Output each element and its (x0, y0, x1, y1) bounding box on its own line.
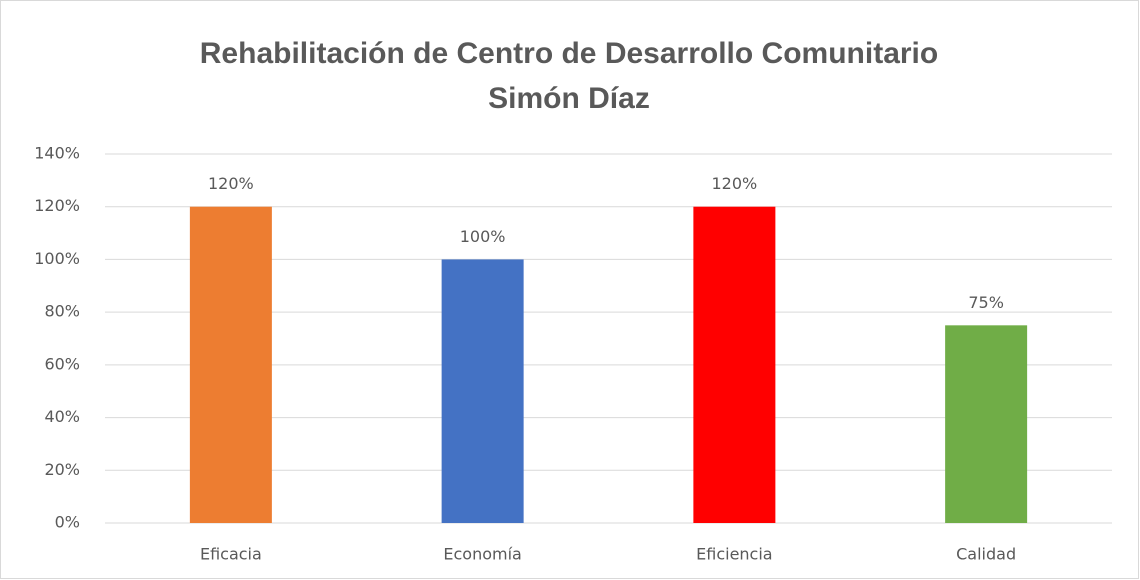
x-tick-label: Eficiencia (696, 545, 772, 564)
chart-title: Simón Díaz (488, 82, 650, 115)
y-tick-label: 60% (44, 354, 80, 373)
y-tick-label: 120% (34, 196, 80, 215)
x-tick-label: Eficacia (200, 545, 262, 564)
data-label: 120% (712, 174, 758, 193)
y-tick-label: 100% (34, 249, 80, 268)
x-tick-label: Calidad (956, 545, 1016, 564)
y-tick-label: 40% (44, 407, 80, 426)
bar (441, 259, 524, 523)
y-tick-label: 140% (34, 144, 80, 163)
bar (189, 206, 272, 523)
y-tick-label: 0% (55, 513, 80, 532)
data-label: 100% (460, 227, 506, 246)
y-tick-label: 80% (44, 302, 80, 321)
x-tick-label: Economía (443, 545, 521, 564)
data-label: 120% (208, 174, 254, 193)
y-tick-label: 20% (44, 460, 80, 479)
data-label: 75% (968, 293, 1004, 312)
bar (693, 206, 776, 523)
bar (945, 325, 1028, 523)
chart-title: Rehabilitación de Centro de Desarrollo C… (200, 37, 938, 70)
